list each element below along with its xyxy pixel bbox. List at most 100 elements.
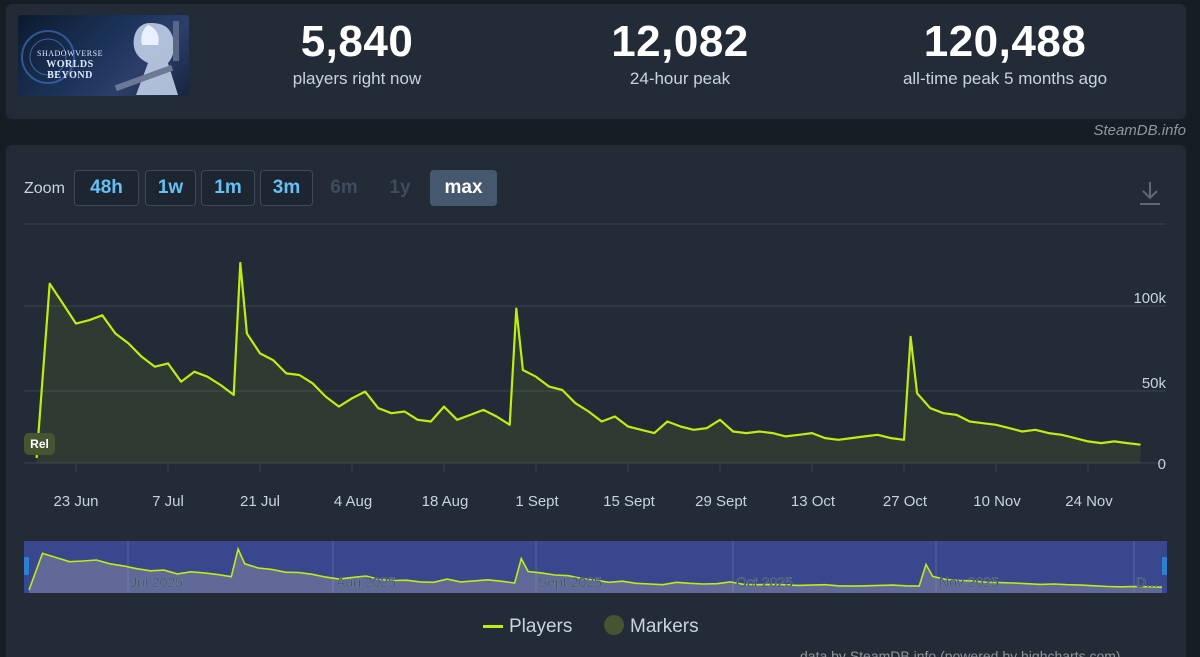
players-data-point[interactable] — [88, 319, 90, 321]
zoom-max-button[interactable]: max — [430, 170, 497, 206]
players-data-point[interactable] — [1100, 442, 1102, 444]
players-data-point[interactable] — [929, 407, 931, 409]
players-data-point[interactable] — [864, 435, 866, 437]
players-series-line[interactable] — [35, 261, 1141, 459]
players-data-point[interactable] — [430, 421, 432, 423]
players-data-point[interactable] — [456, 419, 458, 421]
zoom-3m-button[interactable]: 3m — [260, 170, 313, 206]
zoom-48h-button[interactable]: 48h — [74, 170, 139, 206]
players-data-point[interactable] — [811, 432, 813, 434]
highcharts-credit[interactable]: data by SteamDB.info (powered by highcha… — [800, 648, 1121, 657]
players-data-point[interactable] — [910, 336, 912, 338]
players-data-point[interactable] — [601, 421, 603, 423]
players-data-point[interactable] — [36, 457, 38, 459]
players-data-point[interactable] — [574, 402, 576, 404]
player-count-chart[interactable]: 100k 50k 0 23 Jun 7 Jul 21 Jul 4 Aug 18 … — [0, 215, 1200, 525]
download-icon[interactable] — [1137, 180, 1163, 206]
players-data-point[interactable] — [772, 432, 774, 434]
players-data-point[interactable] — [561, 389, 563, 391]
zoom-1w-button[interactable]: 1w — [145, 170, 196, 206]
players-data-point[interactable] — [1008, 427, 1010, 429]
players-data-point[interactable] — [614, 416, 616, 418]
players-data-point[interactable] — [1021, 431, 1023, 433]
players-data-point[interactable] — [522, 369, 524, 371]
players-data-point[interactable] — [982, 422, 984, 424]
players-data-point[interactable] — [312, 382, 314, 384]
players-data-point[interactable] — [338, 406, 340, 408]
players-data-point[interactable] — [239, 262, 241, 264]
players-data-point[interactable] — [272, 359, 274, 361]
players-data-point[interactable] — [732, 431, 734, 433]
players-data-point[interactable] — [101, 314, 103, 316]
players-data-point[interactable] — [193, 371, 195, 373]
players-data-point[interactable] — [180, 381, 182, 383]
players-data-point[interactable] — [1048, 432, 1050, 434]
players-data-point[interactable] — [515, 308, 517, 310]
navigator-range[interactable] — [24, 541, 1167, 593]
players-data-point[interactable] — [653, 432, 655, 434]
players-data-point[interactable] — [719, 419, 721, 421]
players-data-point[interactable] — [285, 372, 287, 374]
legend-players[interactable]: Players — [483, 616, 572, 638]
players-data-point[interactable] — [377, 407, 379, 409]
navigator-left-handle[interactable] — [24, 557, 29, 575]
players-data-point[interactable] — [154, 366, 156, 368]
players-data-point[interactable] — [1061, 434, 1063, 436]
players-data-point[interactable] — [666, 421, 668, 423]
players-data-point[interactable] — [706, 427, 708, 429]
players-data-point[interactable] — [693, 429, 695, 431]
players-data-point[interactable] — [1074, 437, 1076, 439]
players-data-point[interactable] — [49, 283, 51, 285]
players-data-point[interactable] — [351, 397, 353, 399]
players-data-point[interactable] — [259, 352, 261, 354]
players-data-point[interactable] — [325, 396, 327, 398]
players-data-point[interactable] — [220, 384, 222, 386]
players-data-point[interactable] — [128, 343, 130, 345]
players-data-point[interactable] — [535, 376, 537, 378]
time-navigator[interactable]: Jul 2025 Aug 2025 Sept 2025 Oct 2025 Nov… — [24, 541, 1167, 593]
players-data-point[interactable] — [298, 374, 300, 376]
release-marker[interactable]: Rel — [24, 433, 55, 455]
players-data-point[interactable] — [1034, 429, 1036, 431]
players-data-point[interactable] — [1113, 440, 1115, 442]
players-data-point[interactable] — [890, 437, 892, 439]
steamdb-credit[interactable]: SteamDB.info — [1093, 122, 1186, 139]
players-data-point[interactable] — [969, 421, 971, 423]
players-data-point[interactable] — [837, 439, 839, 441]
players-data-point[interactable] — [443, 406, 445, 408]
players-data-point[interactable] — [482, 409, 484, 411]
players-data-point[interactable] — [496, 416, 498, 418]
players-data-point[interactable] — [390, 412, 392, 414]
players-data-point[interactable] — [1140, 444, 1142, 446]
players-data-point[interactable] — [916, 392, 918, 394]
players-data-point[interactable] — [246, 333, 248, 335]
players-data-point[interactable] — [627, 426, 629, 428]
game-thumbnail[interactable]: SHADOWVERSE WORLDS BEYOND — [18, 15, 189, 96]
players-data-point[interactable] — [233, 394, 235, 396]
players-data-point[interactable] — [167, 362, 169, 364]
players-data-point[interactable] — [417, 419, 419, 421]
players-data-point[interactable] — [62, 303, 64, 305]
players-data-point[interactable] — [640, 429, 642, 431]
players-data-point[interactable] — [75, 323, 77, 325]
players-data-point[interactable] — [995, 424, 997, 426]
players-data-point[interactable] — [114, 333, 116, 335]
players-data-point[interactable] — [824, 437, 826, 439]
players-data-point[interactable] — [850, 437, 852, 439]
navigator-right-handle[interactable] — [1162, 557, 1167, 575]
players-data-point[interactable] — [758, 431, 760, 433]
players-data-point[interactable] — [903, 439, 905, 441]
legend-markers[interactable]: Markers — [604, 615, 699, 638]
players-data-point[interactable] — [509, 424, 511, 426]
zoom-1m-button[interactable]: 1m — [201, 170, 255, 206]
players-data-point[interactable] — [469, 414, 471, 416]
players-data-point[interactable] — [956, 414, 958, 416]
players-data-point[interactable] — [798, 434, 800, 436]
players-data-point[interactable] — [877, 434, 879, 436]
players-data-point[interactable] — [745, 432, 747, 434]
players-data-point[interactable] — [1087, 440, 1089, 442]
players-data-point[interactable] — [785, 435, 787, 437]
players-data-point[interactable] — [1126, 442, 1128, 444]
players-data-point[interactable] — [680, 426, 682, 428]
players-data-point[interactable] — [141, 356, 143, 358]
